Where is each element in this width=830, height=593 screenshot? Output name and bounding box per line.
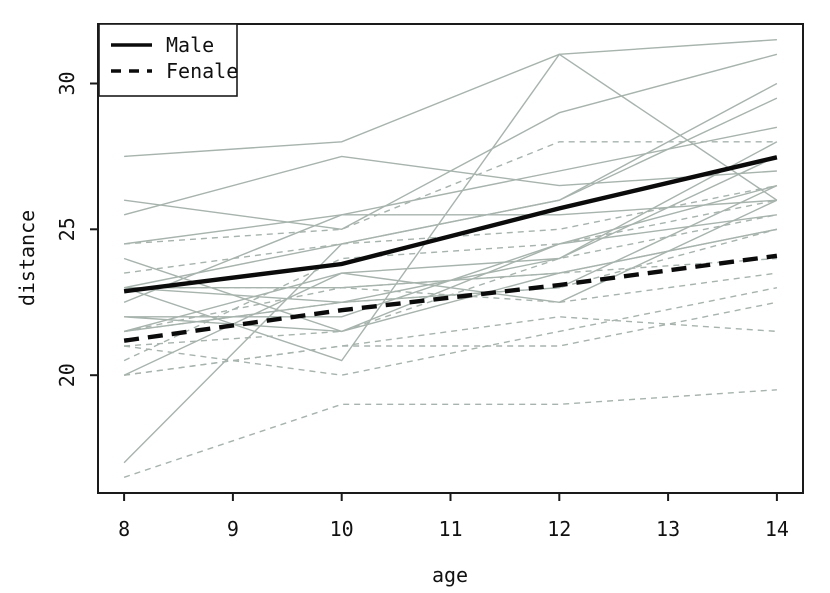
x-axis-title: age [432, 563, 468, 587]
female-subject-line [124, 287, 778, 376]
male-subject-line [124, 184, 778, 318]
x-tick-label: 13 [656, 517, 680, 541]
x-tick-label: 14 [765, 517, 789, 541]
legend-label-male: Male [166, 33, 214, 57]
x-tick-label: 8 [118, 517, 130, 541]
male-subject-line [123, 214, 777, 333]
female-subject-line [124, 184, 778, 274]
axis-tick-labels: 8 9 10 11 12 13 14 20 25 30 [55, 71, 789, 541]
female-subject-line [124, 257, 777, 289]
mean-lines-layer [123, 155, 778, 343]
x-tick-label: 9 [227, 517, 239, 541]
female-subject-line [124, 228, 778, 333]
male-subject-line [123, 141, 778, 333]
mean-line-male [123, 155, 778, 294]
y-tick-label: 20 [55, 363, 79, 387]
x-tick-label: 10 [330, 517, 354, 541]
male-subject-line [124, 39, 777, 158]
female-subject-line [123, 389, 777, 478]
female-subject-line [123, 272, 777, 333]
x-tick-label: 11 [438, 517, 462, 541]
legend-label-female: Fenale [166, 59, 238, 83]
y-tick-label: 25 [55, 217, 79, 241]
male-subject-line [123, 155, 777, 216]
y-tick-label: 30 [55, 71, 79, 95]
axis-ticks [90, 82, 778, 501]
legend: Male Fenale [98, 23, 238, 97]
male-subject-line [123, 199, 777, 303]
subject-lines-layer [123, 39, 778, 478]
x-tick-label: 12 [547, 517, 571, 541]
y-axis-title: distance [15, 210, 39, 306]
mean-line-fenale [123, 253, 778, 343]
legend-box [98, 23, 238, 97]
female-subject-line [124, 141, 777, 245]
